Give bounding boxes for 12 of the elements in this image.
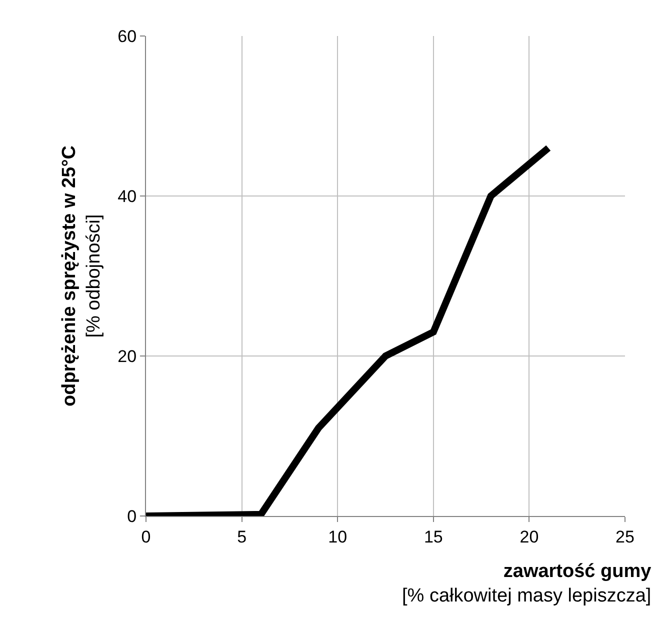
y-tick-label: 60 [118,26,137,46]
y-axis-title: odprężenie sprężyste w 25°C [% odbojności] [58,145,105,407]
x-axis-title: zawartość gumy [% całkowitej masy lepiszcza] [402,561,652,607]
x-tick-label: 10 [328,527,348,546]
x-tick-label: 20 [520,527,539,546]
x-tick-label: 0 [141,527,151,546]
x-tick-label: 25 [616,527,634,546]
y-tick-label: 0 [127,506,137,526]
y-tick-label: 40 [118,186,137,206]
x-tick-label: 5 [237,527,247,546]
x-tick-label: 15 [424,527,443,546]
y-tick-label: 20 [118,346,137,366]
